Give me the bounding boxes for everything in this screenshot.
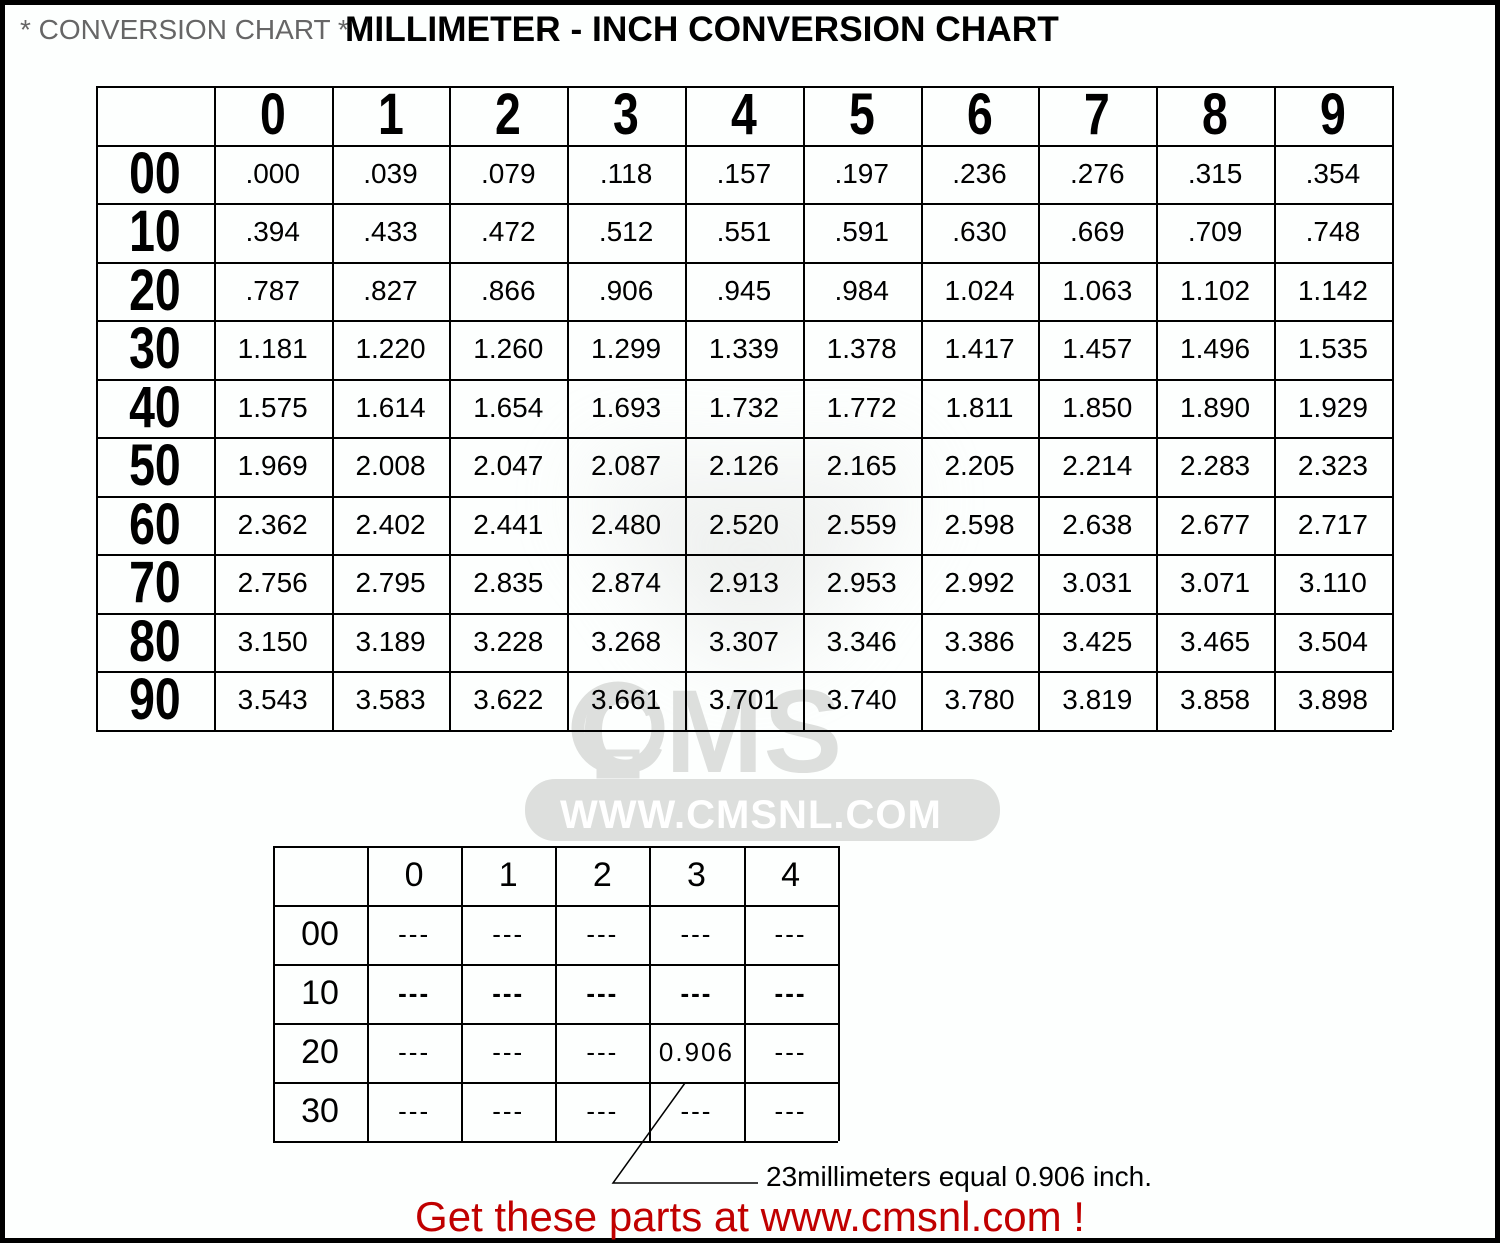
svg-text:WWW.CMSNL.COM: WWW.CMSNL.COM xyxy=(560,793,942,837)
